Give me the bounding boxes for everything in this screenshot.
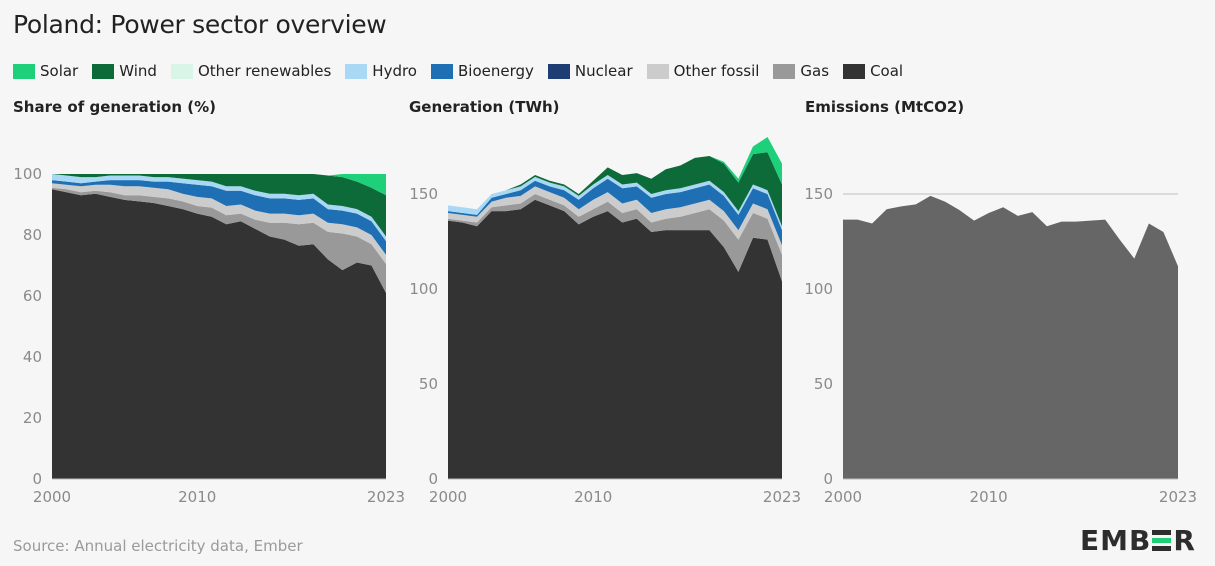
x-tick-label: 2023 xyxy=(763,488,801,506)
y-tick-label: 0 xyxy=(823,470,833,488)
legend-swatch xyxy=(13,63,35,79)
chart-legend: Solar Wind Other renewables Hydro Bioenergy N… xyxy=(13,60,917,82)
legend-label: Solar xyxy=(40,62,79,80)
y-tick-label: 40 xyxy=(23,348,42,366)
legend-item-wind: Wind xyxy=(92,62,157,80)
area-series-bioenergy xyxy=(448,178,782,246)
area-series-coal xyxy=(448,199,782,479)
area-series-gas xyxy=(52,187,386,293)
y-tick-label: 20 xyxy=(23,409,42,427)
legend-item-other-fossil: Other fossil xyxy=(646,62,760,80)
legend-item-solar: Solar xyxy=(13,62,78,80)
legend-item-hydro: Hydro xyxy=(345,62,417,80)
source-note: Source: Annual electricity data, Ember xyxy=(13,537,303,555)
x-tick-label: 2000 xyxy=(824,488,862,506)
legend-item-coal: Coal xyxy=(843,62,903,80)
area-series-other-fossil xyxy=(52,183,386,264)
area-series-emissions xyxy=(843,195,1178,479)
page-title: Poland: Power sector overview xyxy=(13,10,387,39)
y-tick-label: 0 xyxy=(428,470,438,488)
legend-item-nuclear: Nuclear xyxy=(547,62,633,80)
area-series-coal xyxy=(52,189,386,480)
legend-swatch xyxy=(547,63,570,79)
area-series-wind xyxy=(448,152,782,227)
y-tick-label: 150 xyxy=(409,185,438,203)
area-series-other-fossil xyxy=(448,186,782,255)
legend-swatch xyxy=(345,63,368,79)
legend-swatch xyxy=(646,63,669,79)
y-tick-label: 150 xyxy=(804,185,833,203)
y-tick-label: 100 xyxy=(13,165,42,183)
y-tick-label: 80 xyxy=(23,226,42,244)
legend-swatch xyxy=(843,63,866,79)
emissions-panel-title: Emissions (MtCO2) xyxy=(805,98,965,116)
x-tick-label: 2000 xyxy=(33,488,71,506)
area-series-gas xyxy=(448,194,782,282)
area-series-wind xyxy=(52,174,386,237)
legend-item-gas: Gas xyxy=(773,62,829,80)
logo-e-mark-icon xyxy=(1152,530,1172,551)
legend-label: Wind xyxy=(119,62,157,80)
logo-text-start: EMB xyxy=(1080,524,1152,557)
share-panel-title: Share of generation (%) xyxy=(13,98,216,116)
legend-label: Bioenergy xyxy=(458,62,534,80)
x-tick-label: 2000 xyxy=(429,488,467,506)
x-tick-label: 2023 xyxy=(367,488,405,506)
y-tick-label: 100 xyxy=(804,280,833,298)
y-tick-label: 50 xyxy=(814,375,833,393)
x-tick-label: 2010 xyxy=(178,488,216,506)
y-tick-label: 50 xyxy=(419,375,438,393)
legend-item-other-renewables: Other renewables xyxy=(170,62,332,80)
y-tick-label: 0 xyxy=(32,470,42,488)
area-series-solar xyxy=(52,174,386,196)
logo-text-end: R xyxy=(1173,524,1196,557)
area-series-hydro xyxy=(52,174,386,242)
y-tick-label: 60 xyxy=(23,287,42,305)
y-tick-label: 100 xyxy=(409,280,438,298)
legend-label: Nuclear xyxy=(574,62,633,80)
legend-label: Hydro xyxy=(372,62,417,80)
legend-swatch xyxy=(170,63,193,79)
x-tick-label: 2023 xyxy=(1159,488,1197,506)
ember-logo: EMB R xyxy=(1080,524,1196,557)
legend-swatch xyxy=(773,63,796,79)
legend-swatch xyxy=(92,63,115,79)
x-tick-label: 2010 xyxy=(574,488,612,506)
area-series-bioenergy xyxy=(52,180,386,255)
x-tick-label: 2010 xyxy=(970,488,1008,506)
legend-label: Other fossil xyxy=(673,62,760,80)
legend-label: Coal xyxy=(870,62,904,80)
legend-swatch xyxy=(431,63,453,79)
legend-label: Gas xyxy=(800,62,830,80)
generation-panel-title: Generation (TWh) xyxy=(409,98,560,116)
legend-label: Other renewables xyxy=(197,62,332,80)
legend-item-bioenergy: Bioenergy xyxy=(431,62,534,80)
